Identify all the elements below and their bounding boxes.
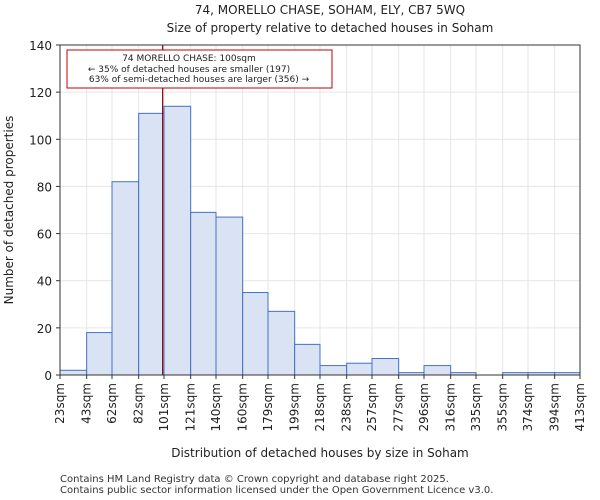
x-axis-label: Distribution of detached houses by size … (171, 446, 469, 460)
bar (319, 365, 348, 376)
bar (371, 358, 400, 376)
x-tick-label: 335sqm (469, 383, 483, 431)
x-tick-label: 140sqm (209, 383, 223, 431)
y-tick-label: 80 (37, 180, 52, 194)
x-tick-label: 160sqm (236, 383, 250, 431)
x-tick-label: 43sqm (80, 383, 94, 424)
x-tick-label: 238sqm (340, 383, 354, 431)
y-tick-label: 0 (44, 369, 52, 383)
y-tick-label: 20 (37, 322, 52, 336)
footer-line-1: Contains HM Land Registry data © Crown c… (60, 474, 449, 485)
x-tick-label: 257sqm (365, 383, 379, 431)
annotation-box: 74 MORELLO CHASE: 100sqm ← 35% of detach… (66, 49, 333, 89)
bar (242, 292, 269, 376)
chart-title: 74, MORELLO CHASE, SOHAM, ELY, CB7 5WQ (195, 3, 465, 17)
x-tick-label: 296sqm (417, 383, 431, 431)
bar (138, 112, 165, 376)
bar (346, 362, 373, 376)
annotation-line-1: 74 MORELLO CHASE: 100sqm (122, 54, 256, 64)
y-tick-label: 60 (37, 228, 52, 242)
x-tick-label: 218sqm (313, 383, 327, 431)
bar (190, 211, 217, 376)
annotation-line-3: 63% of semi-detached houses are larger (… (89, 75, 310, 85)
x-tick-label: 82sqm (132, 383, 146, 424)
bar (267, 310, 296, 376)
x-tick-label: 413sqm (573, 383, 587, 431)
bar (59, 369, 88, 376)
bar (294, 343, 321, 376)
y-tick-labels: 0 20 40 60 80 100 120 140 (29, 39, 52, 383)
bar (86, 332, 113, 376)
x-tick-label: 199sqm (288, 383, 302, 431)
bar (163, 105, 192, 376)
x-tick-label: 374sqm (521, 383, 535, 431)
x-tick-label: 101sqm (157, 383, 171, 431)
x-tick-label: 62sqm (105, 383, 119, 424)
annotation-line-2: ← 35% of detached houses are smaller (19… (88, 65, 290, 75)
y-tick-label: 40 (37, 275, 52, 289)
x-tick-label: 316sqm (444, 383, 458, 431)
chart-subtitle: Size of property relative to detached ho… (167, 21, 494, 35)
x-tick-label: 23sqm (53, 383, 67, 424)
bar (111, 181, 140, 376)
axes (56, 44, 581, 379)
bar (215, 216, 244, 376)
x-tick-labels: 23sqm 43sqm 62sqm 82sqm 101sqm 121sqm 140sqm 16… (53, 383, 587, 431)
bars (59, 105, 581, 376)
y-tick-label: 100 (29, 133, 52, 147)
x-tick-label: 394sqm (548, 383, 562, 431)
x-tick-label: 277sqm (392, 383, 406, 431)
x-tick-label: 121sqm (184, 383, 198, 431)
footer-line-2: Contains public sector information licen… (60, 485, 494, 496)
x-tick-label: 355sqm (496, 383, 510, 431)
x-tick-label: 179sqm (261, 383, 275, 431)
y-tick-label: 120 (29, 86, 52, 100)
y-axis-label: Number of detached properties (2, 116, 16, 305)
bar (423, 365, 452, 376)
y-tick-label: 140 (29, 39, 52, 53)
